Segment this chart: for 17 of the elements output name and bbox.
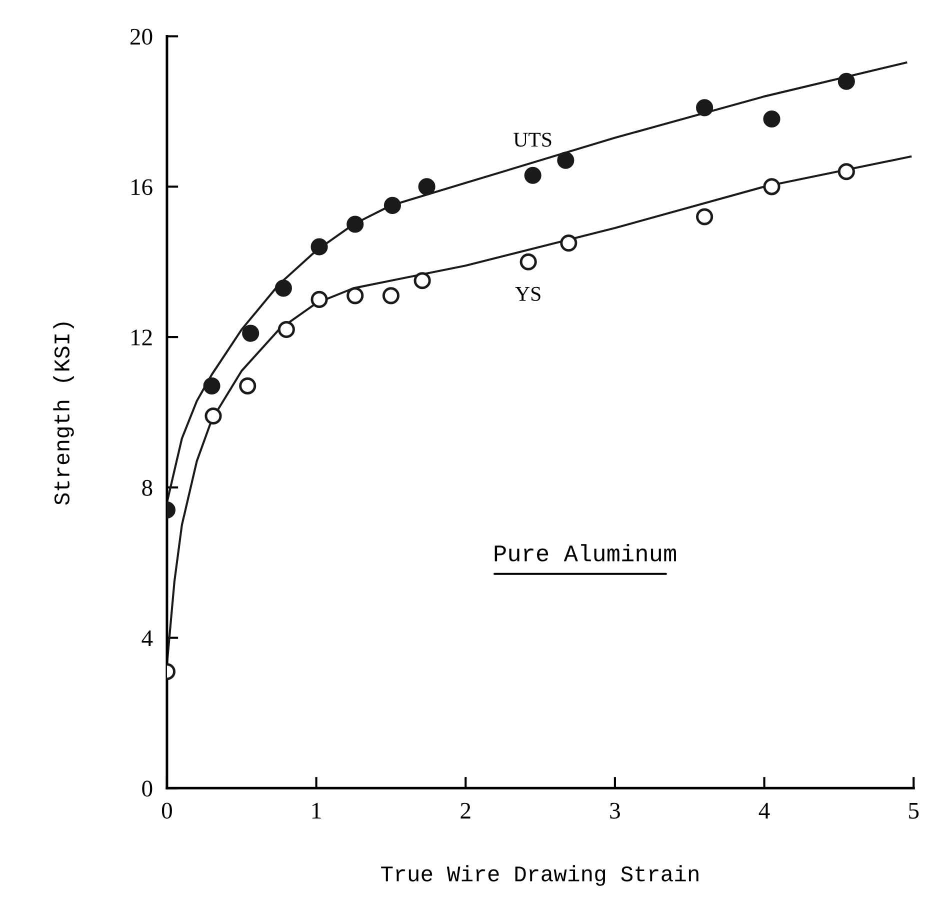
- x-tick-label: 0: [162, 802, 172, 819]
- x-tick-label: 2: [460, 802, 470, 818]
- series-label: UTS: [514, 132, 552, 147]
- x-tick-label: 3: [610, 802, 620, 819]
- annotation: Pure Aluminum: [494, 544, 676, 562]
- y-tick-label: 4: [142, 630, 153, 646]
- x-tick-label: 4: [758, 802, 770, 818]
- y-axis-title: Strength (KSI): [53, 322, 74, 505]
- y-tick-label: 12: [132, 330, 152, 346]
- y-tick-label: 16: [132, 179, 152, 196]
- y-tick-label: 20: [130, 28, 152, 45]
- y-tick-label: 0: [142, 780, 152, 797]
- x-tick-label: 1: [312, 802, 321, 818]
- x-tick-label: 5: [909, 802, 919, 819]
- x-axis-title: True Wire Drawing Strain: [381, 865, 698, 886]
- y-tick-label: 8: [142, 480, 152, 496]
- series-label: YS: [515, 286, 540, 301]
